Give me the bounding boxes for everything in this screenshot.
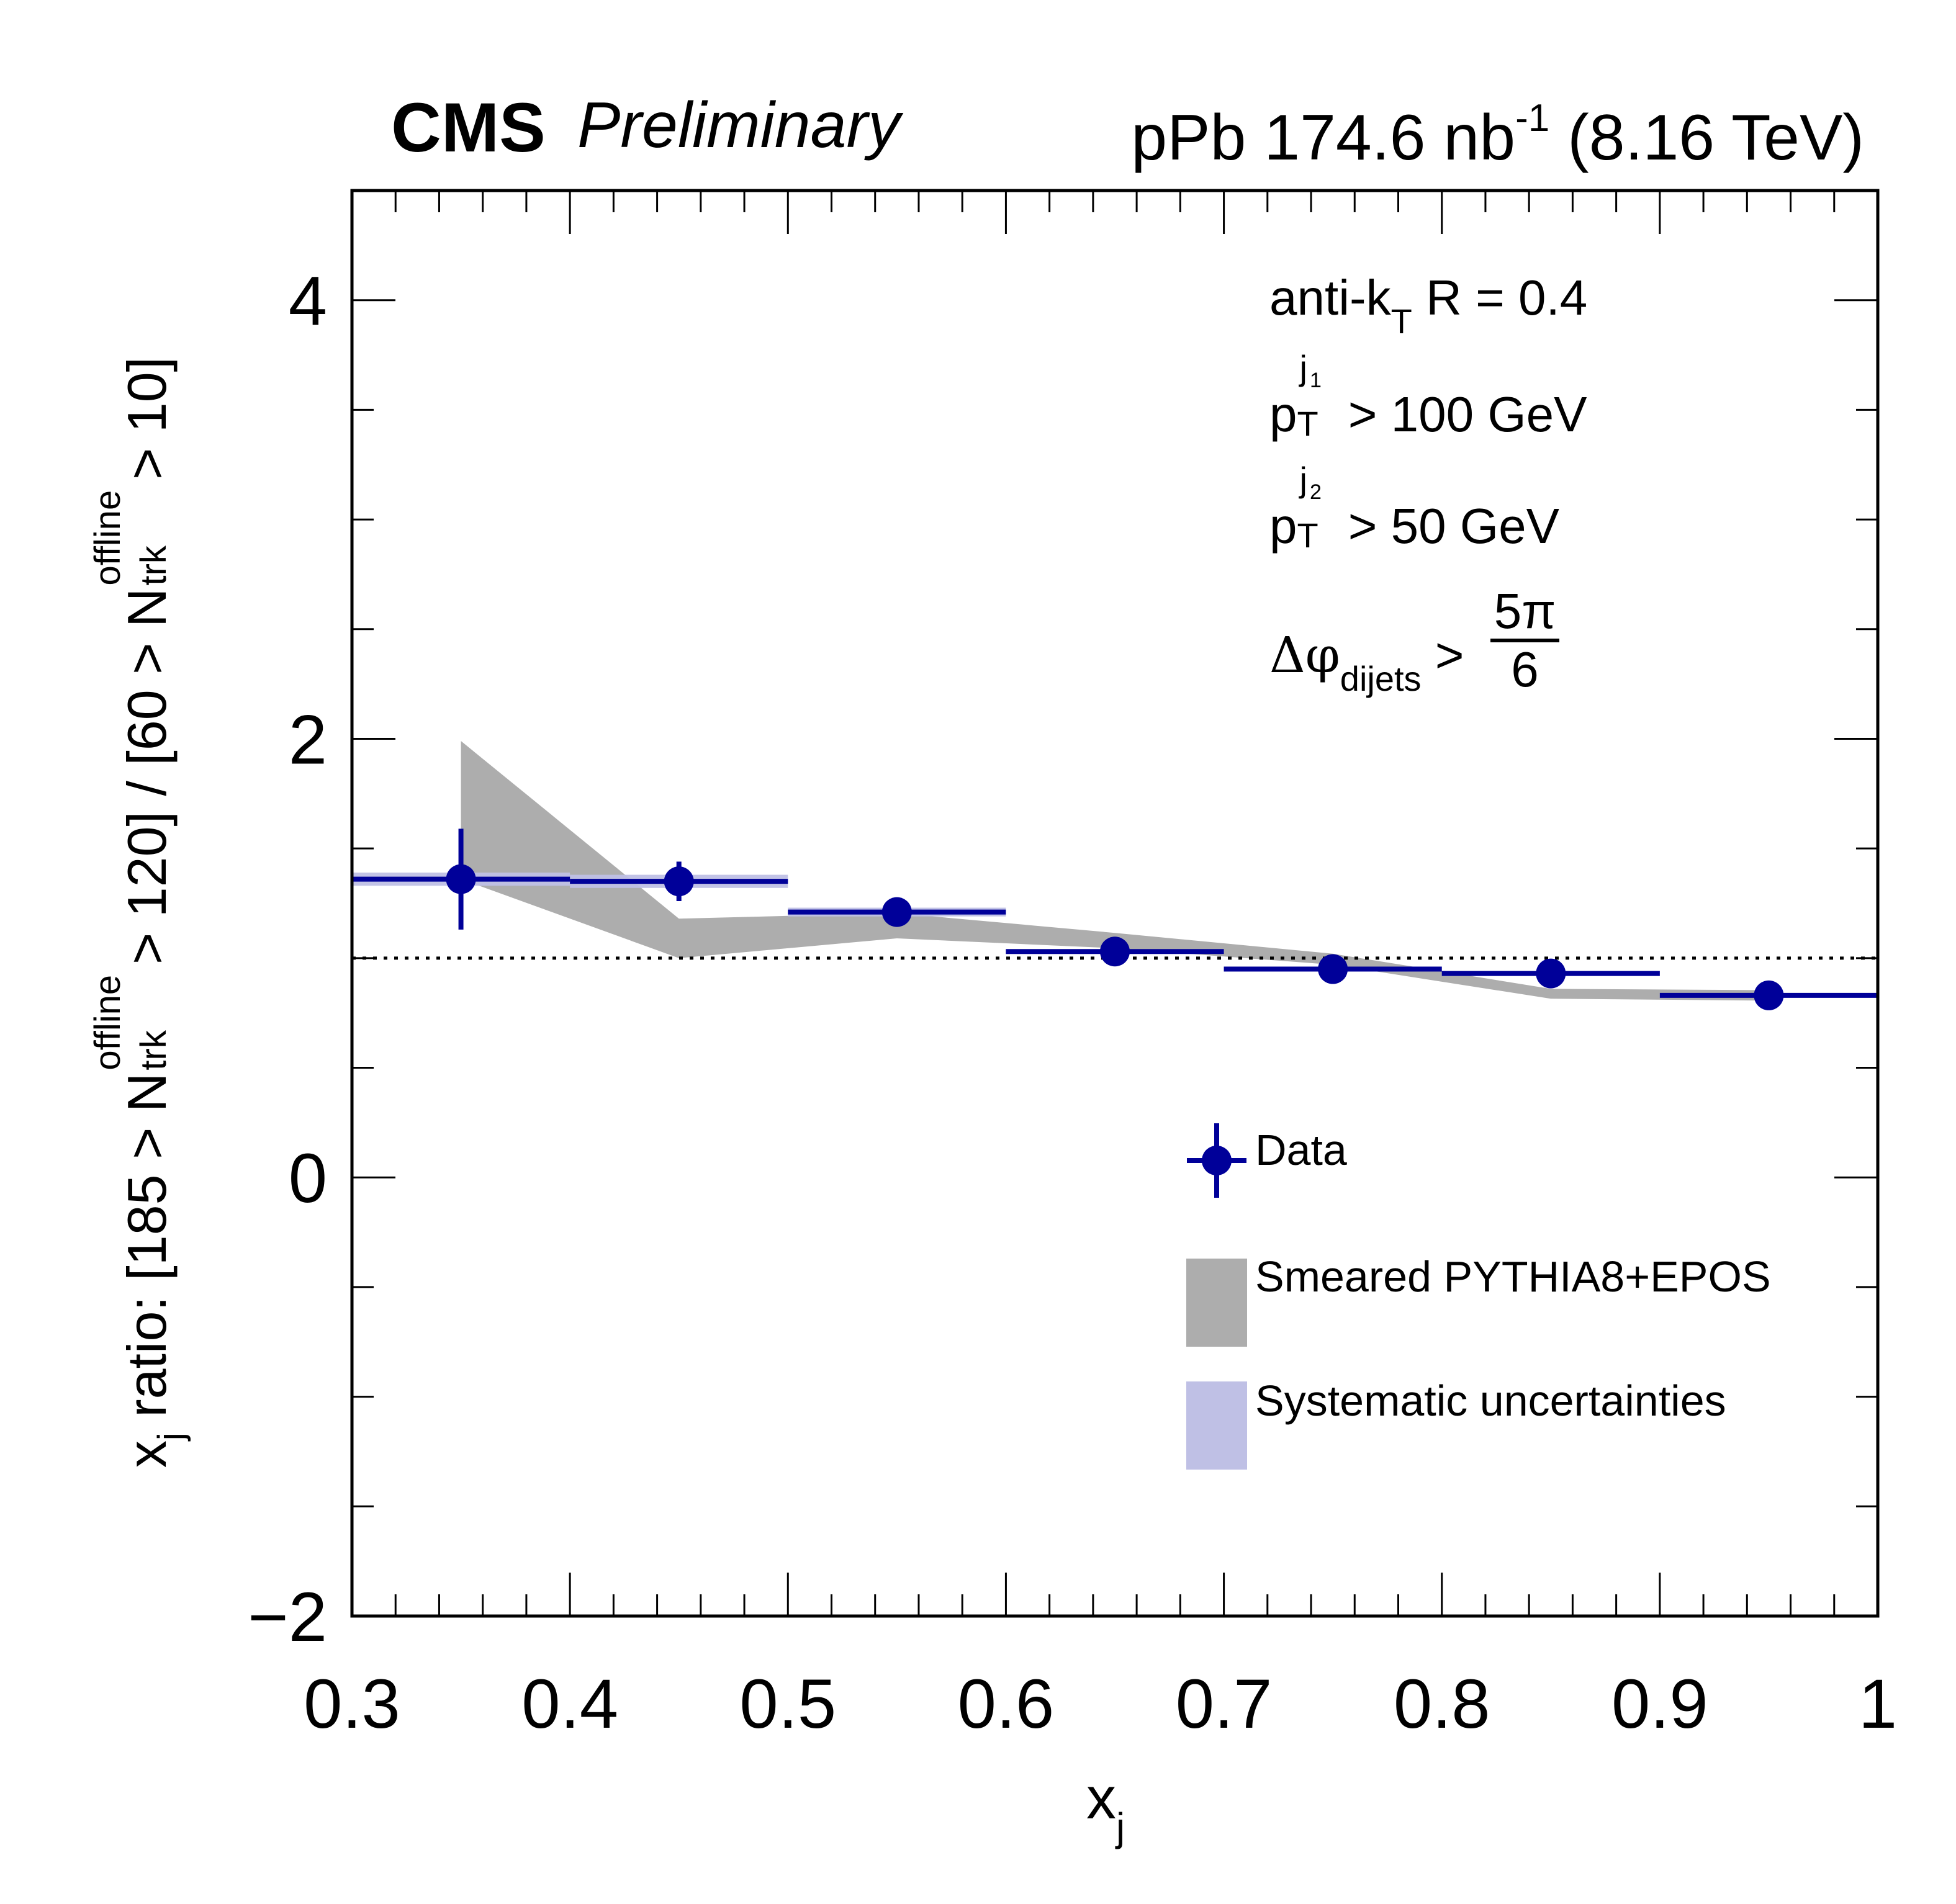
- experiment-label: CMS: [391, 89, 546, 166]
- lumi-suffix: (8.16 TeV): [1549, 102, 1864, 174]
- status-label: Preliminary: [577, 89, 901, 161]
- annot-text: R = 0.4: [1412, 270, 1588, 325]
- y-tick-label: 4: [289, 263, 327, 340]
- x-tick-label: 0.5: [739, 1665, 836, 1743]
- legend-label-syst: Systematic uncertainties: [1255, 1376, 1726, 1425]
- tick-layer: [351, 189, 1879, 1617]
- y-tick-label: 2: [289, 701, 327, 778]
- annot-text: > 100 GeV: [1334, 387, 1587, 442]
- annot-text: Δφ: [1269, 626, 1340, 685]
- data-point: [881, 897, 912, 927]
- legend-label-model: Smeared PYTHIA8+EPOS: [1255, 1252, 1771, 1301]
- x-axis-label: xj: [1086, 1765, 1125, 1849]
- data-point: [1318, 954, 1348, 984]
- plot-frame: [350, 189, 1880, 1618]
- data-point: [1536, 958, 1566, 989]
- data-point: [1100, 936, 1130, 967]
- annot-sub: dijets: [1340, 659, 1422, 699]
- legend-syst-swatch: [1186, 1381, 1247, 1470]
- model-band-layer: [461, 740, 1769, 1001]
- model-band: [461, 740, 1769, 1001]
- x-tick-label: 0.7: [1176, 1665, 1273, 1743]
- data-point: [1754, 980, 1784, 1010]
- lumi-exponent: -1: [1515, 97, 1550, 140]
- fraction-numerator: 5π: [1490, 586, 1560, 642]
- annot-sub: T: [1297, 404, 1318, 443]
- annot-fraction: 5π 6: [1490, 586, 1560, 694]
- lumi-label: pPb 174.6 nb-1 (8.16 TeV): [1131, 97, 1864, 171]
- legend-data-marker: [1202, 1146, 1232, 1175]
- legend-label-data: Data: [1255, 1126, 1347, 1174]
- y-tick-label: 0: [289, 1139, 327, 1217]
- x-tick-label: 0.4: [521, 1665, 618, 1743]
- annot-text: anti-k: [1269, 270, 1391, 325]
- x-tick-label: 1: [1859, 1665, 1897, 1743]
- legend-model-swatch: [1186, 1259, 1247, 1347]
- x-tick-label: 0.9: [1611, 1665, 1708, 1743]
- annotation-delta-phi: Δφdijets > 5π 6: [1269, 586, 1560, 713]
- tick-label-layer: 0.3 0.4 0.5 0.6 0.7 0.8 0.9 1 −2 0 2 4: [248, 263, 1897, 1743]
- annot-text: > 50 GeV: [1334, 498, 1559, 554]
- x-tick-label: 0.3: [304, 1665, 400, 1743]
- fraction-denominator: 6: [1511, 642, 1539, 697]
- legend: [1186, 1123, 1247, 1470]
- annot-sub: T: [1390, 302, 1412, 341]
- annotation-algorithm: anti-kT R = 0.4: [1269, 270, 1588, 339]
- annot-text: p: [1269, 387, 1297, 442]
- annot-text: p: [1269, 498, 1297, 554]
- data-point: [664, 866, 694, 897]
- data-layer: [352, 829, 1878, 1010]
- data-point: [446, 864, 476, 894]
- annot-sub: T: [1297, 516, 1318, 555]
- y-tick-label: −2: [248, 1578, 327, 1656]
- x-tick-label: 0.8: [1394, 1665, 1490, 1743]
- x-tick-label: 0.6: [958, 1665, 1055, 1743]
- lumi-prefix: pPb 174.6 nb: [1131, 102, 1516, 174]
- annot-text: >: [1421, 627, 1478, 683]
